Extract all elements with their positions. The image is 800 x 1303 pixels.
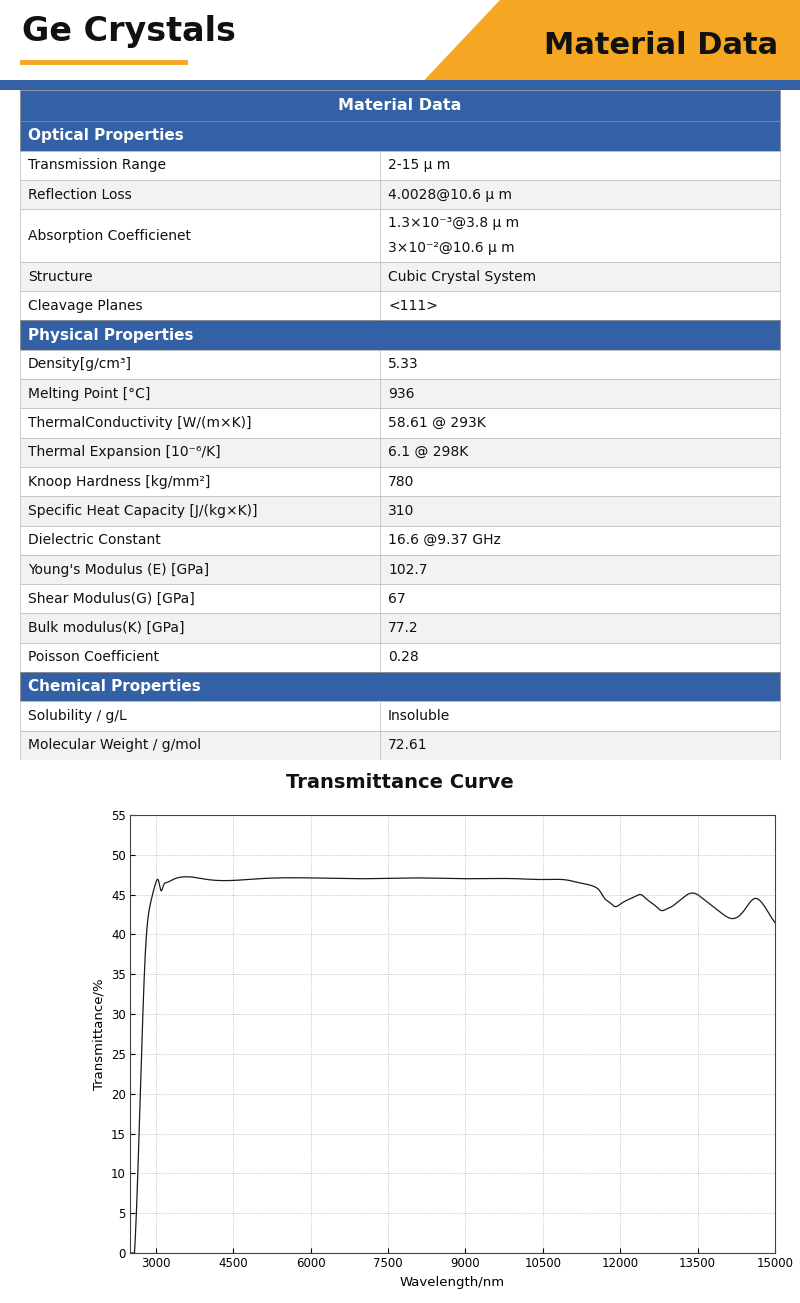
Bar <box>20 349 780 379</box>
Bar <box>20 701 780 731</box>
Bar <box>20 151 780 180</box>
Text: Solubility / g/L: Solubility / g/L <box>28 709 126 723</box>
Text: 67: 67 <box>388 592 406 606</box>
Bar <box>20 180 780 210</box>
Text: Molecular Weight / g/mol: Molecular Weight / g/mol <box>28 739 201 752</box>
Text: 310: 310 <box>388 504 414 519</box>
Text: Structure: Structure <box>28 270 93 284</box>
Text: 3×10⁻²@10.6 μ m: 3×10⁻²@10.6 μ m <box>388 241 514 254</box>
Bar <box>20 525 780 555</box>
Bar <box>20 642 780 672</box>
Bar <box>20 321 780 349</box>
Bar <box>20 262 780 291</box>
Text: Density[g/cm³]: Density[g/cm³] <box>28 357 132 371</box>
Text: Specific Heat Capacity [J/(kg×K)]: Specific Heat Capacity [J/(kg×K)] <box>28 504 258 519</box>
Bar <box>20 379 780 408</box>
Text: Knoop Hardness [kg/mm²]: Knoop Hardness [kg/mm²] <box>28 474 210 489</box>
Bar <box>20 438 780 466</box>
Text: Bulk modulus(K) [GPa]: Bulk modulus(K) [GPa] <box>28 622 185 635</box>
Bar <box>20 584 780 614</box>
Bar <box>20 496 780 525</box>
Text: Optical Properties: Optical Properties <box>28 129 184 143</box>
Text: 58.61 @ 293K: 58.61 @ 293K <box>388 416 486 430</box>
Text: 102.7: 102.7 <box>388 563 427 576</box>
Text: Shear Modulus(G) [GPa]: Shear Modulus(G) [GPa] <box>28 592 194 606</box>
Text: Absorption Coefficienet: Absorption Coefficienet <box>28 228 191 242</box>
Text: 16.6 @9.37 GHz: 16.6 @9.37 GHz <box>388 533 501 547</box>
Text: Transmission Range: Transmission Range <box>28 158 166 172</box>
Bar <box>20 466 780 496</box>
Text: Reflection Loss: Reflection Loss <box>28 188 132 202</box>
Text: Dielectric Constant: Dielectric Constant <box>28 533 161 547</box>
Text: Poisson Coefficient: Poisson Coefficient <box>28 650 159 665</box>
Text: 0.28: 0.28 <box>388 650 418 665</box>
Text: Chemical Properties: Chemical Properties <box>28 679 201 694</box>
Bar <box>20 408 780 438</box>
Bar <box>20 614 780 642</box>
Text: Ge Crystals: Ge Crystals <box>22 16 236 48</box>
Text: 5.33: 5.33 <box>388 357 418 371</box>
Text: Young's Modulus (E) [GPa]: Young's Modulus (E) [GPa] <box>28 563 209 576</box>
Bar <box>20 210 780 262</box>
Text: Material Data: Material Data <box>338 98 462 113</box>
Text: 936: 936 <box>388 387 414 401</box>
Text: Transmittance Curve: Transmittance Curve <box>286 773 514 791</box>
Text: Thermal Expansion [10⁻⁶/K]: Thermal Expansion [10⁻⁶/K] <box>28 446 221 460</box>
Polygon shape <box>415 0 800 90</box>
Text: Material Data: Material Data <box>544 30 778 60</box>
Bar <box>20 90 780 121</box>
Text: 1.3×10⁻³@3.8 μ m: 1.3×10⁻³@3.8 μ m <box>388 216 519 231</box>
Text: Melting Point [°C]: Melting Point [°C] <box>28 387 150 401</box>
Bar <box>0 79 800 90</box>
Bar <box>20 731 780 760</box>
Text: 4.0028@10.6 μ m: 4.0028@10.6 μ m <box>388 188 512 202</box>
Text: <111>: <111> <box>388 298 438 313</box>
Bar <box>20 291 780 321</box>
Text: Insoluble: Insoluble <box>388 709 450 723</box>
Text: 6.1 @ 298K: 6.1 @ 298K <box>388 446 468 460</box>
Bar <box>20 555 780 584</box>
Bar <box>20 121 780 151</box>
Text: Cleavage Planes: Cleavage Planes <box>28 298 142 313</box>
Text: Cubic Crystal System: Cubic Crystal System <box>388 270 536 284</box>
Text: Physical Properties: Physical Properties <box>28 327 194 343</box>
Text: 77.2: 77.2 <box>388 622 418 635</box>
Bar <box>20 672 780 701</box>
Text: 2-15 μ m: 2-15 μ m <box>388 158 450 172</box>
Text: 72.61: 72.61 <box>388 739 428 752</box>
Text: 780: 780 <box>388 474 414 489</box>
Text: ThermalConductivity [W/(m×K)]: ThermalConductivity [W/(m×K)] <box>28 416 251 430</box>
